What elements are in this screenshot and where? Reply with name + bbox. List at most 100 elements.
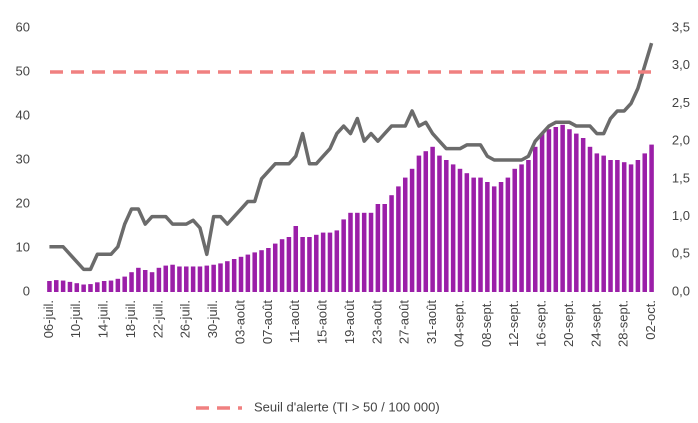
x-tick-label: 22-juil. xyxy=(150,300,165,338)
bar xyxy=(225,261,230,292)
bar xyxy=(375,204,381,292)
bar xyxy=(190,266,196,292)
y2-tick-label: 0,0 xyxy=(672,283,690,298)
x-tick-label: 30-juil. xyxy=(205,300,220,338)
bar xyxy=(437,155,442,292)
bar xyxy=(594,153,600,292)
bar xyxy=(81,284,86,292)
x-tick-label: 02-oct. xyxy=(643,300,658,340)
x-tick-label: 16-sept. xyxy=(534,300,549,347)
bar xyxy=(635,160,641,292)
bar xyxy=(402,177,408,292)
bar xyxy=(88,284,93,292)
bar xyxy=(512,168,517,292)
y-tick-label: 20 xyxy=(16,195,30,210)
bar xyxy=(231,259,237,292)
bar xyxy=(587,146,593,292)
bar xyxy=(60,280,66,292)
y2-tick-label: 1,0 xyxy=(672,208,690,223)
bar xyxy=(266,248,271,292)
x-tick-label: 03-août xyxy=(232,300,247,344)
x-tick-label: 31-août xyxy=(424,300,439,344)
bar xyxy=(546,129,552,292)
bar xyxy=(259,250,264,292)
bar xyxy=(211,264,216,292)
bar xyxy=(409,168,415,292)
bar xyxy=(204,265,210,292)
bar xyxy=(608,160,613,292)
bar xyxy=(649,144,654,292)
x-tick-label: 26-juil. xyxy=(178,300,193,338)
x-tick-label: 10-juil. xyxy=(68,300,83,338)
x-tick-label: 14-juil. xyxy=(96,300,111,338)
x-tick-label: 06-juil. xyxy=(41,300,56,338)
bar xyxy=(272,243,278,292)
y-tick-label: 30 xyxy=(16,151,30,166)
x-tick-label: 23-août xyxy=(369,300,384,344)
bar xyxy=(430,146,435,292)
bar xyxy=(485,182,490,292)
bar xyxy=(341,219,346,292)
bar xyxy=(580,138,586,292)
x-tick-label: 19-août xyxy=(342,300,357,344)
bar xyxy=(238,256,244,292)
bar xyxy=(279,239,285,292)
x-tick-label: 28-sept. xyxy=(616,300,631,347)
bar xyxy=(396,186,401,292)
bar xyxy=(444,160,449,292)
bar xyxy=(218,263,223,292)
bar xyxy=(526,160,531,292)
y-tick-label: 40 xyxy=(16,107,30,122)
bar xyxy=(615,160,620,292)
bar xyxy=(553,127,559,292)
bar xyxy=(368,212,374,292)
y2-tick-label: 0,5 xyxy=(672,246,690,261)
bar xyxy=(478,177,483,292)
bar xyxy=(74,283,80,292)
bar xyxy=(519,164,524,292)
bar xyxy=(382,204,387,292)
bar xyxy=(361,212,367,292)
legend-label: Seuil d'alerte (TI > 50 / 100 000) xyxy=(254,399,440,414)
bar xyxy=(471,177,476,292)
x-tick-label: 20-sept. xyxy=(561,300,576,347)
bar xyxy=(574,133,579,292)
bar xyxy=(348,212,353,292)
bar xyxy=(197,266,203,292)
bar xyxy=(457,168,463,292)
bar xyxy=(464,173,470,292)
x-tick-label: 27-août xyxy=(397,300,412,344)
bar xyxy=(334,230,340,292)
bar xyxy=(642,153,647,292)
bar xyxy=(156,267,162,292)
x-tick-label: 12-sept. xyxy=(506,300,521,347)
bar xyxy=(149,272,155,292)
bar xyxy=(67,281,73,292)
bar xyxy=(142,270,148,292)
bar xyxy=(300,237,305,292)
bar xyxy=(416,155,422,292)
bar xyxy=(567,129,572,292)
bar xyxy=(498,182,504,292)
bar xyxy=(314,234,319,292)
y2-tick-label: 1,5 xyxy=(672,170,690,185)
x-tick-label: 07-août xyxy=(260,300,275,344)
bar xyxy=(108,280,114,292)
bar xyxy=(54,280,59,292)
bar xyxy=(423,151,429,292)
bar xyxy=(95,282,100,292)
y2-tick-label: 3,5 xyxy=(672,19,690,34)
bar xyxy=(136,267,141,292)
bar xyxy=(628,164,634,292)
bar xyxy=(177,266,182,292)
bar xyxy=(286,237,292,292)
bar xyxy=(327,232,333,292)
x-tick-label: 18-juil. xyxy=(123,300,138,338)
bar xyxy=(245,254,251,292)
bar xyxy=(115,278,121,292)
bar xyxy=(355,212,360,292)
y2-tick-label: 3,0 xyxy=(672,57,690,72)
bar xyxy=(129,272,134,292)
bar xyxy=(170,264,175,292)
